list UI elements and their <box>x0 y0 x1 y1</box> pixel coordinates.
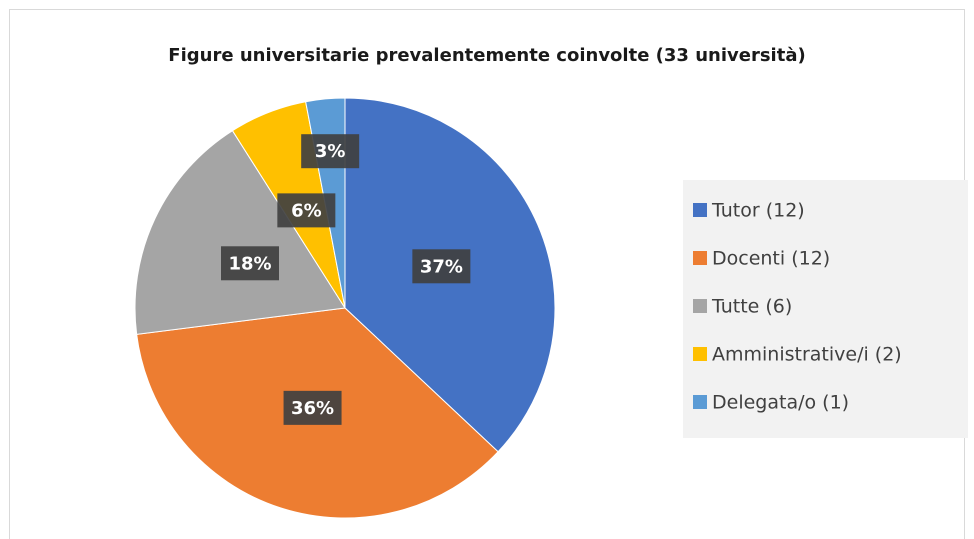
legend-swatch <box>693 203 707 217</box>
data-label-box <box>277 193 336 228</box>
legend-swatch <box>693 251 707 265</box>
data-label: 6% <box>291 200 322 221</box>
legend-label: Tutor (12) <box>711 200 805 222</box>
data-label: 37% <box>420 256 463 277</box>
legend-label: Delegata/o (1) <box>712 392 849 414</box>
legend-box <box>683 180 968 438</box>
data-label-box <box>412 249 471 284</box>
data-label-box <box>220 246 279 281</box>
legend-swatch <box>693 299 707 313</box>
data-label: 3% <box>315 141 346 162</box>
legend-label: Amministrative/i (2) <box>712 344 902 366</box>
legend-label: Docenti (12) <box>712 248 830 270</box>
chart-title: Figure universitarie prevalentemente coi… <box>168 45 805 66</box>
legend-label: Tutte (6) <box>711 296 792 318</box>
legend-swatch <box>693 395 707 409</box>
data-label-box <box>301 134 360 169</box>
data-label: 18% <box>228 253 271 274</box>
legend-swatch <box>693 347 707 361</box>
data-label: 36% <box>291 398 334 419</box>
pie-slice <box>134 130 346 335</box>
data-label-box <box>283 390 342 425</box>
